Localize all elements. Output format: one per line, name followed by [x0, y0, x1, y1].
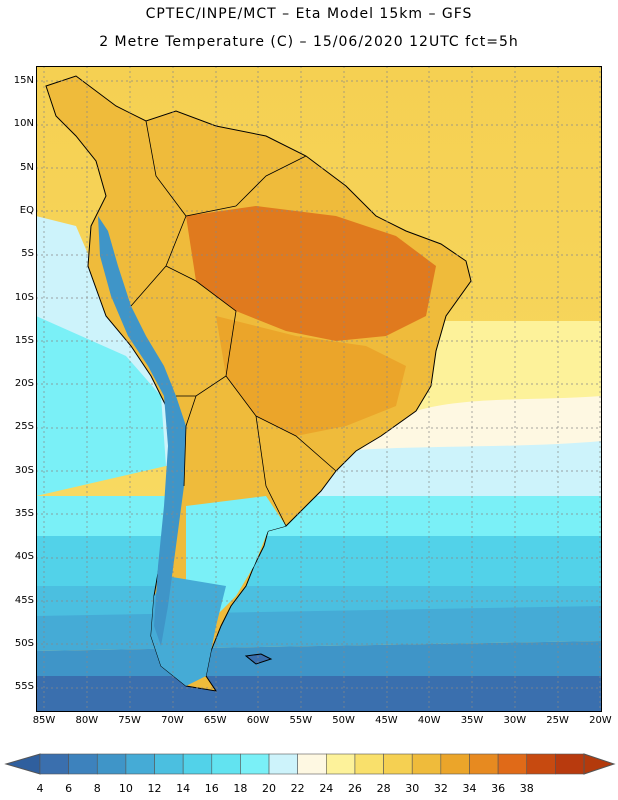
- colorbar-swatch: [497, 753, 528, 775]
- country-borders: [130, 120, 337, 527]
- lat-label: EQ: [19, 204, 34, 216]
- lon-label: 45W: [375, 715, 398, 726]
- colorbar-swatch: [469, 753, 499, 775]
- colorbar-label: 38: [519, 782, 534, 795]
- colorbar-swatch: [154, 753, 184, 775]
- lat-label: 5N: [20, 161, 34, 173]
- lon-label: 50W: [332, 715, 355, 726]
- lon-label: 60W: [246, 715, 270, 726]
- lon-label: 65W: [203, 715, 227, 726]
- colorbar-over-arrow: [583, 753, 616, 775]
- colorbar-label: 32: [433, 782, 448, 795]
- map-title-line1: CPTEC/INPE/MCT – Eta Model 15km – GFS: [145, 6, 473, 22]
- colorbar-swatch: [411, 753, 442, 775]
- lat-label: 50S: [14, 637, 34, 649]
- lat-label: 30S: [14, 464, 34, 476]
- colorbar-swatch: [440, 753, 470, 775]
- ocean-band-16: [36, 496, 602, 536]
- lat-label: 55S: [14, 681, 34, 693]
- colorbar-label: 36: [491, 782, 506, 795]
- map-frame: [36, 66, 602, 712]
- lon-label: 80W: [75, 715, 99, 726]
- colorbar-swatch: [39, 753, 69, 775]
- colorbar-swatch: [297, 753, 327, 775]
- falkland-islands: [244, 653, 273, 665]
- lon-label: 20W: [589, 715, 612, 726]
- lat-label: 5S: [21, 248, 34, 260]
- lat-label: 15S: [14, 334, 34, 346]
- colorbar-under-arrow: [4, 753, 41, 775]
- patagonia-cold-zone: [151, 576, 226, 686]
- colorbar-label: 34: [462, 782, 477, 795]
- temperature-map: [36, 66, 602, 712]
- colorbar-label: 16: [204, 782, 219, 795]
- colorbar-swatch: [326, 753, 356, 775]
- ocean-band-14: [36, 536, 602, 586]
- andes-cold-ridge: [98, 216, 186, 646]
- colorbar-swatch: [268, 753, 298, 775]
- colorbar-swatch: [526, 753, 556, 775]
- lon-label: 75W: [118, 715, 141, 726]
- lat-label: 35S: [14, 508, 34, 519]
- map-title-line2: 2 Metre Temperature (C) – 15/06/2020 12U…: [99, 34, 519, 50]
- colorbar-label: 4: [36, 782, 44, 795]
- lat-label: 45S: [14, 594, 34, 606]
- ocean-band-6: [36, 676, 602, 712]
- colorbar-label: 18: [233, 782, 248, 795]
- lon-label: 55W: [289, 715, 313, 726]
- lon-label: 30W: [503, 715, 527, 726]
- pacific-cold-water: [36, 316, 166, 496]
- colorbar-swatch: [240, 753, 270, 775]
- colorbar-label: 20: [262, 782, 277, 795]
- colorbar-swatch: [354, 753, 384, 775]
- lat-label: 40S: [14, 551, 34, 563]
- colorbar-swatch: [125, 753, 155, 775]
- lat-label: 25S: [14, 421, 34, 433]
- colorbar: [4, 753, 616, 775]
- lon-label: 25W: [546, 715, 569, 726]
- colorbar-swatch: [182, 753, 213, 775]
- map-grid: [36, 66, 602, 712]
- colorbar-label: 10: [118, 782, 133, 795]
- brazil-warm-zone: [216, 316, 406, 436]
- lat-label: 15N: [13, 75, 34, 86]
- amazon-hot-zone: [186, 206, 436, 341]
- colorbar-label: 26: [347, 782, 362, 795]
- colorbar-label: 12: [147, 782, 162, 795]
- colorbar-label: 14: [176, 782, 191, 795]
- lat-label: 10S: [14, 291, 34, 303]
- colorbar-swatch: [211, 753, 241, 775]
- colorbar-swatch: [555, 753, 585, 775]
- lon-label: 70W: [161, 715, 184, 726]
- lon-label: 85W: [32, 715, 56, 726]
- colorbar-label: 24: [319, 782, 334, 795]
- colorbar-label: 28: [376, 782, 391, 795]
- colorbar-label: 8: [93, 782, 101, 795]
- colorbar-label: 30: [405, 782, 420, 795]
- colorbar-label: 6: [65, 782, 73, 795]
- colorbar-swatch: [383, 753, 413, 775]
- lat-label: 10N: [13, 118, 34, 130]
- lon-label: 40W: [417, 715, 441, 726]
- colorbar-swatch: [68, 753, 98, 775]
- lon-label: 35W: [460, 715, 484, 726]
- lat-label: 20S: [14, 378, 34, 390]
- colorbar-swatch: [96, 753, 127, 775]
- colorbar-label: 22: [290, 782, 305, 795]
